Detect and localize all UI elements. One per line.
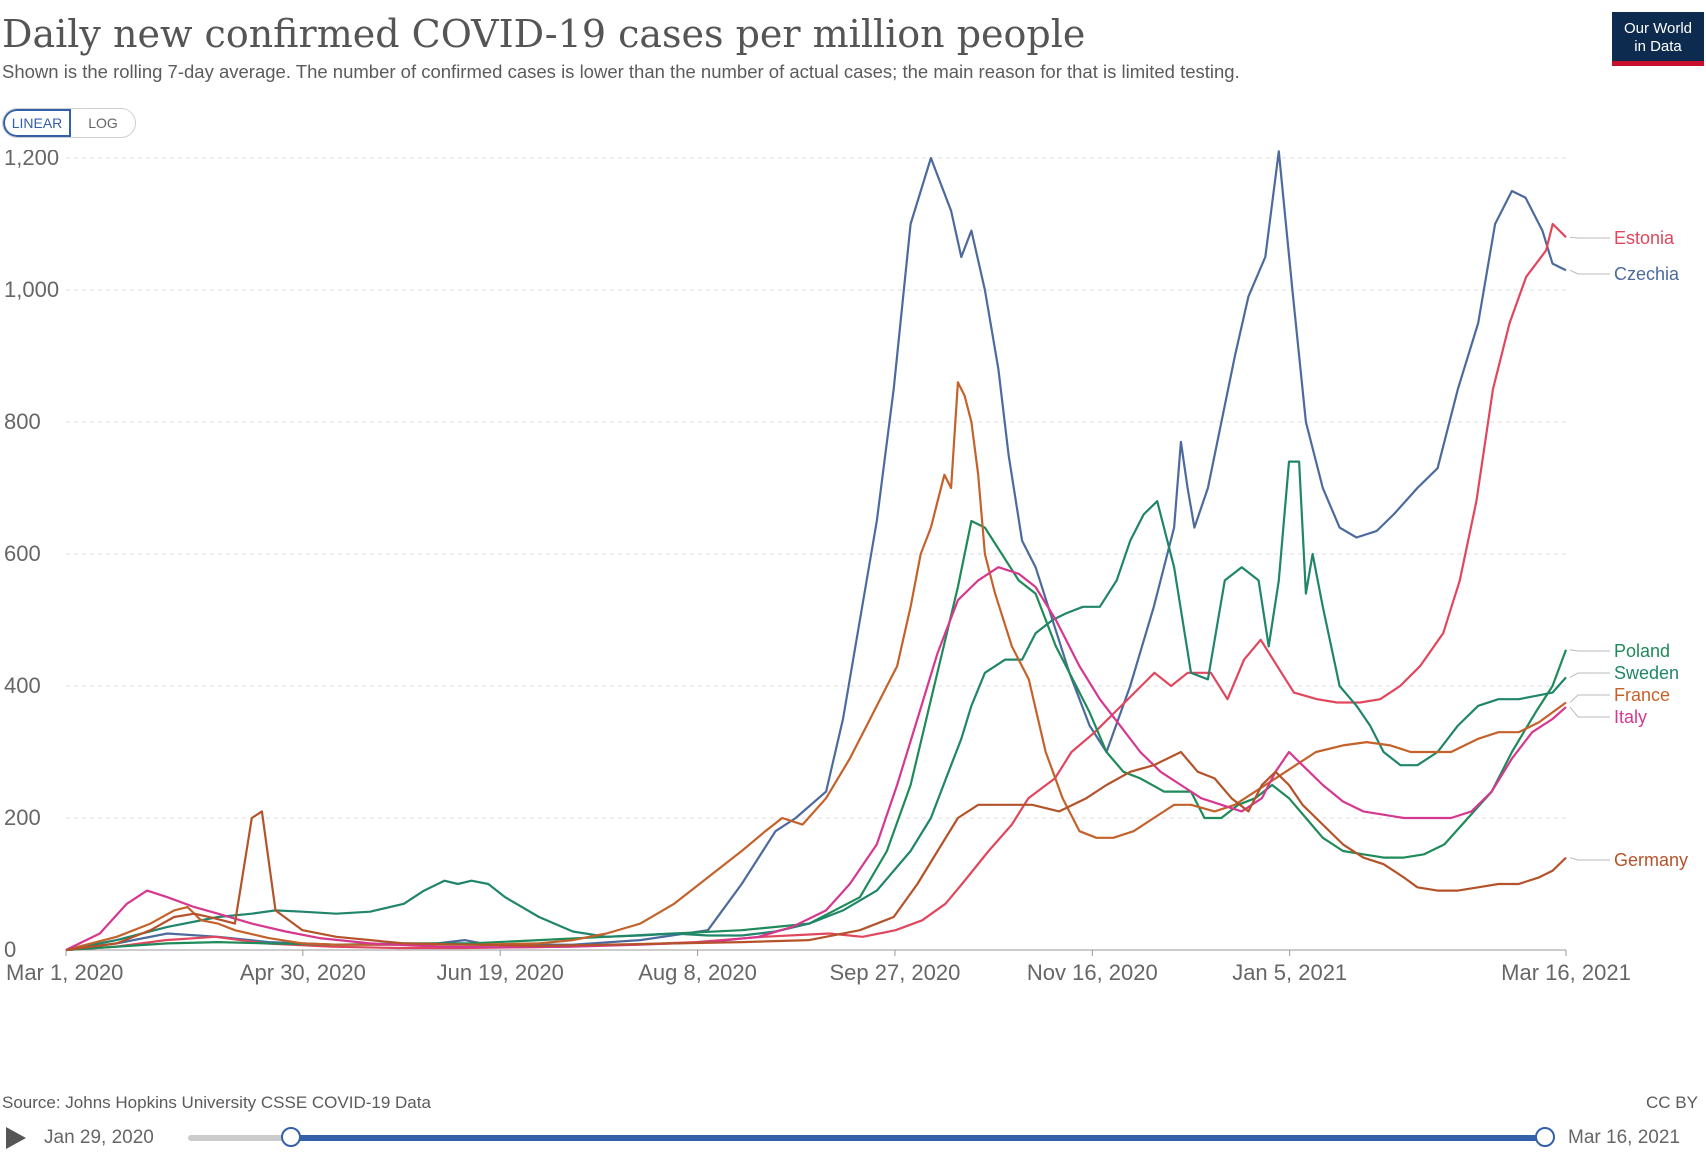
label-leader	[1569, 236, 1610, 239]
label-leader	[1569, 857, 1610, 861]
y-tick-label: 600	[4, 541, 41, 566]
label-leader	[1569, 706, 1610, 718]
log-scale-button[interactable]: LOG	[88, 115, 118, 131]
series-lines	[65, 150, 1568, 952]
timeline-end-label: Mar 16, 2021	[1568, 1127, 1680, 1148]
series-label-czechia[interactable]: Czechia	[1614, 264, 1680, 284]
series-line-italy[interactable]	[65, 566, 1567, 951]
y-axis: 0 200 400 600 800 1,000 1,200	[4, 150, 59, 962]
series-label-poland[interactable]: Poland	[1614, 641, 1670, 661]
series-line-sweden[interactable]	[65, 460, 1567, 952]
timeline-end-handle[interactable]	[1535, 1127, 1555, 1147]
series-label-france[interactable]: France	[1614, 685, 1670, 705]
owid-logo[interactable]: Our World in Data	[1612, 12, 1704, 66]
series-label-sweden[interactable]: Sweden	[1614, 663, 1679, 683]
logo-line-2: in Data	[1634, 38, 1682, 55]
x-tick-label: Jan 5, 2021	[1232, 960, 1347, 985]
x-tick-label: Nov 16, 2020	[1027, 960, 1158, 985]
line-chart[interactable]: 0 200 400 600 800 1,000 1,200 Mar 1, 2020 Apr 3…	[0, 150, 1706, 1080]
series-label-estonia[interactable]: Estonia	[1614, 228, 1675, 248]
y-tick-label: 0	[4, 937, 16, 962]
series-label-italy[interactable]: Italy	[1614, 707, 1647, 727]
y-tick-label: 400	[4, 673, 41, 698]
label-leader	[1569, 694, 1610, 703]
y-tick-label: 800	[4, 409, 41, 434]
series-line-poland[interactable]	[65, 519, 1568, 952]
play-icon[interactable]	[6, 1127, 26, 1149]
x-axis: Mar 1, 2020 Apr 30, 2020 Jun 19, 2020 Aug 8…	[6, 949, 1631, 985]
y-tick-label: 200	[4, 805, 41, 830]
logo-line-1: Our World	[1623, 20, 1693, 37]
series-line-france[interactable]	[65, 381, 1567, 952]
linear-scale-button[interactable]: LINEAR	[3, 109, 71, 137]
timeline-start-label: Jan 29, 2020	[44, 1127, 154, 1148]
x-tick-label: Jun 19, 2020	[437, 960, 564, 985]
label-leader	[1569, 269, 1610, 275]
timeline-start-handle[interactable]	[281, 1127, 301, 1147]
label-leader	[1569, 672, 1610, 678]
y-tick-label: 1,200	[4, 150, 59, 170]
chart-subtitle: Shown is the rolling 7-day average. The …	[2, 61, 1240, 82]
x-tick-label: Aug 8, 2020	[638, 960, 757, 985]
x-tick-label: Apr 30, 2020	[240, 960, 366, 985]
license-link[interactable]: CC BY	[1646, 1093, 1698, 1112]
x-tick-label: Mar 1, 2020	[6, 960, 123, 985]
chart-title: Daily new confirmed COVID-19 cases per m…	[2, 12, 1086, 56]
x-tick-label: Sep 27, 2020	[829, 960, 960, 985]
source-note[interactable]: Source: Johns Hopkins University CSSE CO…	[2, 1093, 431, 1112]
series-label-germany[interactable]: Germany	[1614, 850, 1688, 870]
series-line-germany[interactable]	[65, 750, 1567, 952]
scale-toggle: LINEAR LOG	[2, 108, 136, 138]
timeline-selected-range	[290, 1135, 1544, 1141]
y-tick-label: 1,000	[4, 277, 59, 302]
gridlines	[66, 157, 1566, 951]
series-line-czechia[interactable]	[65, 150, 1567, 952]
x-tick-label: Mar 16, 2021	[1501, 960, 1631, 985]
label-leader	[1569, 649, 1610, 652]
timeline: Jan 29, 2020 Mar 16, 2021	[0, 1122, 1706, 1152]
